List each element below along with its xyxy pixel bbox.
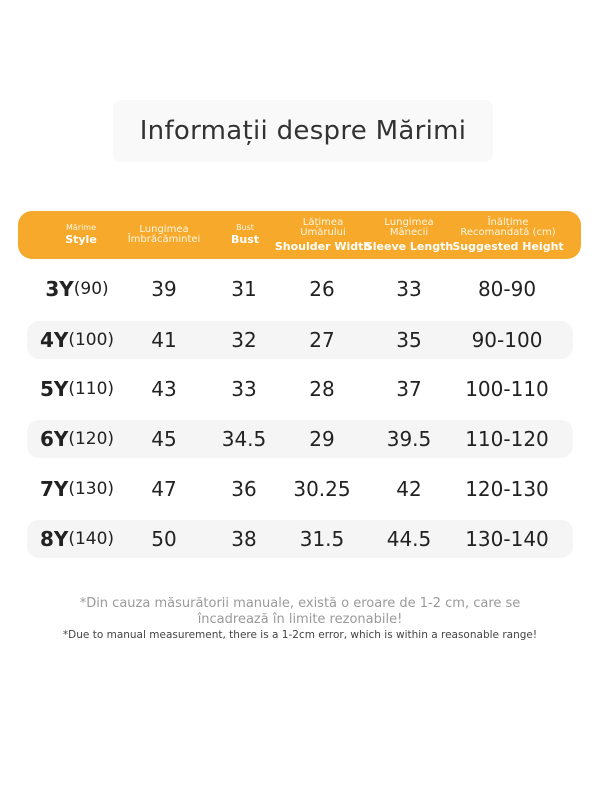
sleeve-cell: 42 — [396, 477, 422, 501]
bust-cell: 34.5 — [221, 427, 267, 451]
size-cm: (140) — [68, 529, 115, 549]
size-cm: (110) — [68, 379, 115, 399]
length-cell: 39 — [151, 277, 177, 301]
size-label: 8Y — [39, 527, 69, 551]
header-bust-ro: Bust — [236, 223, 254, 233]
sleeve-cell: 39.5 — [386, 427, 432, 451]
size-label: 4Y — [39, 328, 69, 352]
header-sleeve-en: Sleeve Length — [364, 239, 454, 253]
height-cell: 90-100 — [471, 328, 543, 352]
header-bust: Bust Bust — [222, 211, 268, 259]
length-cell: 47 — [151, 477, 177, 501]
size-cm: (100) — [68, 330, 115, 350]
table-row: 8Y (140) 50 38 31.5 44.5 130-140 — [27, 520, 573, 558]
bust-cell: 38 — [231, 527, 257, 551]
length-cell: 43 — [151, 377, 177, 401]
header-shoulder: Lățimea Umărului Shoulder Width — [275, 211, 371, 259]
bust-cell: 33 — [231, 377, 257, 401]
shoulder-cell: 28 — [309, 377, 335, 401]
header-shoulder-ro: Lățimea Umărului — [300, 216, 346, 239]
header-height-en: Suggested Height — [452, 239, 564, 253]
height-cell: 100-110 — [465, 377, 549, 401]
title-box: Informații despre Mărimi — [113, 100, 493, 162]
header-height-ro: Înălțime Recomandată (cm) — [460, 216, 556, 239]
header-size-ro: Mărime — [65, 223, 97, 233]
shoulder-cell: 30.25 — [293, 477, 351, 501]
header-length-ro: Lungimea Îmbrăcămintei — [127, 223, 201, 245]
size-label: 3Y — [45, 277, 74, 301]
table-row: 7Y (130) 47 36 30.25 42 120-130 — [27, 470, 573, 508]
measurement-note-en: *Due to manual measurement, there is a 1… — [62, 629, 538, 641]
header-size: Mărime Style — [58, 211, 104, 259]
size-cm: (120) — [68, 429, 115, 449]
table-row: 4Y (100) 41 32 27 35 90-100 — [27, 321, 573, 359]
shoulder-cell: 31.5 — [299, 527, 345, 551]
sleeve-cell: 35 — [396, 328, 422, 352]
header-height: Înălțime Recomandată (cm) Suggested Heig… — [452, 211, 564, 259]
sleeve-cell: 44.5 — [386, 527, 432, 551]
size-cell: 7Y (130) — [31, 470, 123, 508]
table-row: 5Y (110) 43 33 28 37 100-110 — [27, 370, 573, 408]
shoulder-cell: 29 — [309, 427, 335, 451]
size-cell: 3Y (90) — [31, 270, 123, 308]
header-length: Lungimea Îmbrăcămintei — [118, 211, 210, 259]
size-cm: (130) — [68, 479, 115, 499]
length-cell: 41 — [151, 328, 177, 352]
size-cm: (90) — [73, 279, 109, 299]
height-cell: 120-130 — [465, 477, 549, 501]
header-sleeve-ro: Lungimea Mânecii — [384, 216, 434, 239]
note-ro-line1: *Din cauza măsurătorii manuale, există o… — [79, 596, 521, 611]
bust-cell: 31 — [231, 277, 257, 301]
table-row: 6Y (120) 45 34.5 29 39.5 110-120 — [27, 420, 573, 458]
sleeve-cell: 37 — [396, 377, 422, 401]
size-table-header: Mărime Style Lungimea Îmbrăcămintei Bust… — [18, 211, 581, 259]
length-cell: 50 — [151, 527, 177, 551]
size-cell: 8Y (140) — [31, 520, 123, 558]
page-title: Informații despre Mărimi — [139, 116, 467, 146]
sleeve-cell: 33 — [396, 277, 422, 301]
size-cell: 5Y (110) — [31, 370, 123, 408]
note-ro-line2: încadrează în limite rezonabile! — [197, 612, 403, 627]
header-shoulder-en: Shoulder Width — [274, 239, 372, 253]
bust-cell: 36 — [231, 477, 257, 501]
length-cell: 45 — [151, 427, 177, 451]
shoulder-cell: 27 — [309, 328, 335, 352]
bust-cell: 32 — [231, 328, 257, 352]
size-cell: 6Y (120) — [31, 420, 123, 458]
height-cell: 130-140 — [465, 527, 549, 551]
height-cell: 110-120 — [465, 427, 549, 451]
height-cell: 80-90 — [477, 277, 537, 301]
size-cell: 4Y (100) — [31, 321, 123, 359]
size-label: 7Y — [39, 477, 69, 501]
measurement-note-ro: *Din cauza măsurătorii manuale, există o… — [40, 596, 560, 628]
size-label: 5Y — [39, 377, 69, 401]
header-bust-en: Bust — [230, 233, 260, 247]
header-size-en: Style — [65, 233, 97, 247]
table-row: 3Y (90) 39 31 26 33 80-90 — [27, 270, 573, 308]
size-label: 6Y — [39, 427, 69, 451]
shoulder-cell: 26 — [309, 277, 335, 301]
header-sleeve: Lungimea Mânecii Sleeve Length — [364, 211, 454, 259]
